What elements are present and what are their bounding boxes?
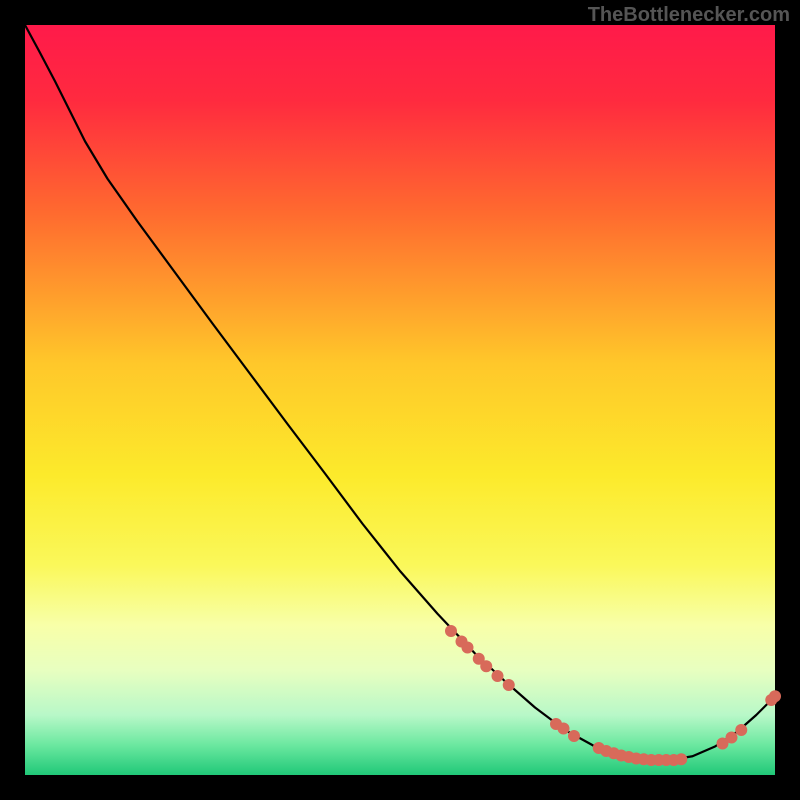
gradient-curve-chart — [0, 0, 800, 800]
data-marker — [675, 753, 687, 765]
data-marker — [480, 660, 492, 672]
data-marker — [462, 642, 474, 654]
data-marker — [726, 732, 738, 744]
data-marker — [558, 723, 570, 735]
chart-container: TheBottlenecker.com — [0, 0, 800, 800]
data-marker — [503, 679, 515, 691]
watermark-label: TheBottlenecker.com — [588, 4, 790, 27]
data-marker — [445, 625, 457, 637]
data-marker — [568, 730, 580, 742]
data-marker — [492, 670, 504, 682]
data-marker — [735, 724, 747, 736]
plot-background — [25, 25, 775, 775]
data-marker — [769, 690, 781, 702]
